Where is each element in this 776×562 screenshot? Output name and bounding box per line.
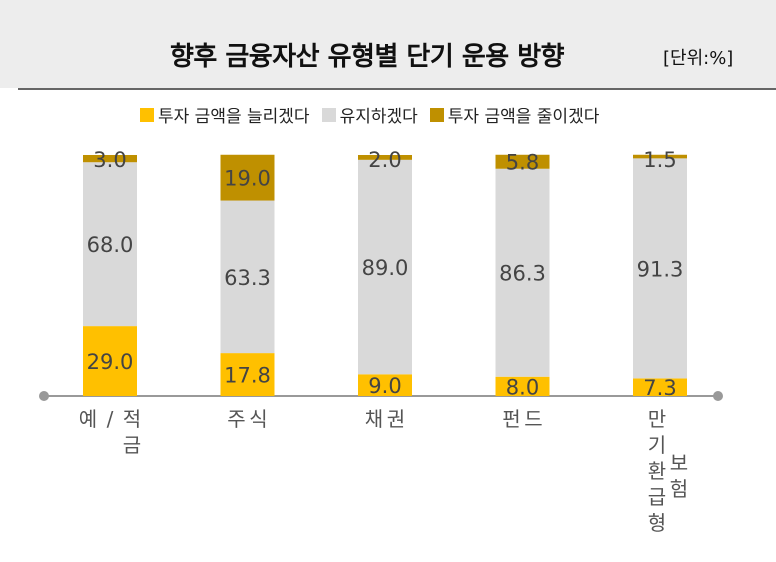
data-label-0-0: 29.0 [87, 350, 134, 374]
bar-segment-1-2 [220, 154, 275, 201]
data-label-2-2: 2.0 [368, 148, 401, 172]
data-label-2-1: 89.0 [362, 256, 409, 280]
title-band [0, 0, 776, 88]
legend-item-decrease: 투자 금액을 줄이겠다 [429, 102, 600, 127]
bar-segment-2-2 [358, 155, 412, 160]
title-divider [18, 88, 776, 90]
bar-segment-2-1 [358, 159, 412, 375]
data-label-1-1: 63.3 [224, 266, 271, 290]
bar-segment-3-1 [495, 168, 550, 377]
data-label-4-1: 91.3 [637, 257, 684, 281]
legend-label-decrease: 투자 금액을 줄이겠다 [447, 107, 600, 127]
bar-segment-1-0 [220, 353, 275, 396]
data-label-3-2: 5.8 [506, 151, 539, 175]
bar-segment-3-0 [495, 376, 550, 396]
bar-segment-4-1 [633, 158, 687, 379]
category-label-3-1: 드 [524, 407, 542, 431]
category-label-1-0: 주 [227, 407, 245, 431]
legend-swatch-decrease [429, 107, 444, 122]
data-label-2-0: 9.0 [368, 374, 401, 398]
x-axis-left-cap [39, 391, 49, 401]
x-axis-right-cap [713, 391, 723, 401]
legend-label-maintain: 유지하겠다 [339, 107, 418, 127]
bar-segment-2-0 [358, 374, 412, 396]
data-label-1-0: 17.8 [224, 364, 271, 388]
bar-segment-0-0 [83, 326, 137, 396]
bar-segment-0-1 [83, 162, 137, 327]
category-label-2-0: 채 [365, 407, 383, 431]
bar-segment-1-1 [220, 200, 275, 354]
data-label-4-2: 1.5 [643, 148, 676, 172]
category-label-1-1: 식 [249, 407, 267, 431]
legend: 투자 금액을 늘리겠다 유지하겠다 투자 금액을 줄이겠다 [140, 102, 599, 127]
data-label-3-0: 8.0 [506, 375, 539, 399]
category-label-0-0: 예 [79, 407, 97, 431]
legend-item-maintain: 유지하겠다 [321, 102, 418, 127]
legend-item-increase: 투자 금액을 늘리겠다 [140, 102, 310, 127]
bar-segment-4-2 [633, 154, 687, 159]
category-label-3-0: 펀 [502, 407, 520, 431]
legend-swatch-increase [140, 107, 154, 122]
data-label-1-2: 19.0 [224, 167, 271, 191]
unit-label: [단위:%] [663, 48, 734, 69]
data-label-0-2: 3.0 [93, 148, 126, 172]
bar-segment-3-2 [495, 154, 550, 169]
category-label-0-1: / [107, 407, 114, 431]
legend-label-increase: 투자 금액을 늘리겠다 [158, 107, 310, 127]
bar-segment-0-2 [83, 155, 137, 163]
bar-segment-4-0 [633, 378, 687, 396]
legend-swatch-maintain [321, 107, 336, 122]
data-label-4-0: 7.3 [643, 376, 676, 400]
category-label-2-1: 권 [387, 407, 405, 431]
data-label-0-1: 68.0 [87, 233, 134, 257]
data-label-3-1: 86.3 [499, 262, 546, 286]
chart-title: 향후 금융자산 유형별 단기 운용 방향 [170, 42, 565, 72]
